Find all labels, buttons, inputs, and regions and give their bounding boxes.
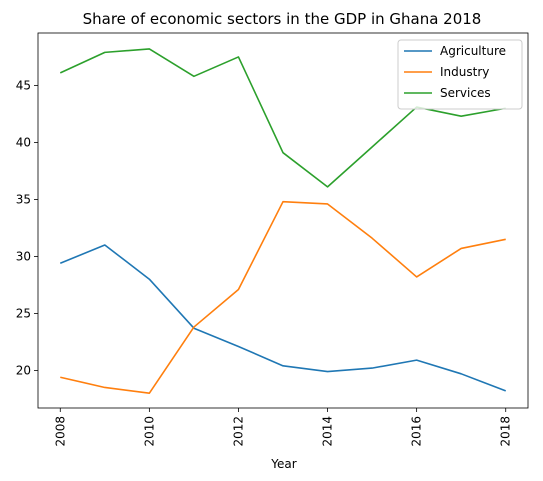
y-tick-label: 35 bbox=[16, 192, 31, 206]
y-tick-label: 30 bbox=[16, 249, 31, 263]
y-tick-label: 25 bbox=[16, 306, 31, 320]
chart-title: Share of economic sectors in the GDP in … bbox=[83, 10, 482, 28]
legend-item: Agriculture bbox=[404, 44, 506, 58]
x-axis: 2008 2010 2012 2014 2016 2018 bbox=[53, 408, 513, 447]
y-axis: 20 25 30 35 40 45 bbox=[16, 78, 38, 377]
x-tick-label: 2008 bbox=[53, 416, 67, 447]
legend-label: Agriculture bbox=[440, 44, 506, 58]
legend-item: Industry bbox=[404, 65, 489, 79]
legend: Agriculture Industry Services bbox=[397, 39, 523, 110]
series-line-agriculture bbox=[59, 244, 507, 392]
series-layer bbox=[59, 48, 507, 394]
legend-box bbox=[397, 39, 523, 110]
y-tick-label: 20 bbox=[16, 363, 31, 377]
plot-area bbox=[37, 32, 529, 409]
x-tick-label: 2014 bbox=[321, 416, 335, 447]
legend-items: Agriculture Industry Services bbox=[404, 44, 506, 100]
x-tick-label: 2016 bbox=[410, 416, 424, 447]
x-axis-label: Year bbox=[270, 457, 296, 471]
x-tick-label: 2018 bbox=[499, 416, 513, 447]
series-line-services bbox=[59, 48, 506, 188]
plot-frame bbox=[37, 32, 529, 409]
y-tick-label: 40 bbox=[16, 135, 31, 149]
legend-label: Services bbox=[440, 86, 491, 100]
series-line-industry bbox=[60, 200, 506, 394]
x-tick-label: 2010 bbox=[142, 416, 156, 447]
x-tick-label: 2012 bbox=[231, 416, 245, 447]
legend-item: Services bbox=[404, 86, 491, 100]
legend-label: Industry bbox=[440, 65, 489, 79]
y-tick-label: 45 bbox=[16, 78, 31, 92]
